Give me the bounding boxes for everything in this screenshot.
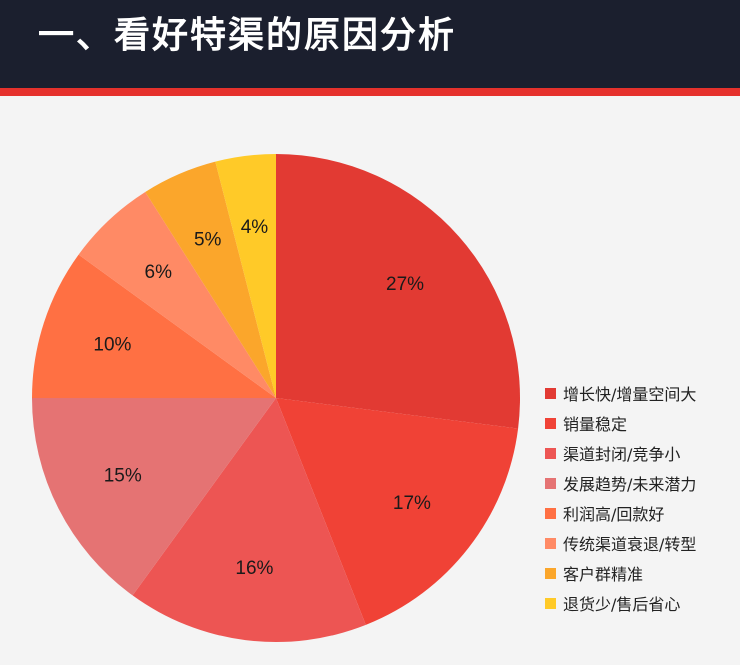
legend-swatch — [545, 417, 556, 429]
slice-value-label: 5% — [194, 230, 222, 251]
legend-label: 增长快/增量空间大 — [563, 385, 697, 404]
legend-swatch — [545, 447, 556, 459]
page-title: 一、看好特渠的原因分析 — [38, 15, 457, 56]
legend-item: 增长快/增量空间大 — [545, 378, 696, 408]
header-bar: 一、看好特渠的原因分析 — [0, 0, 740, 88]
legend-item: 渠道封闭/竞争小 — [545, 438, 696, 468]
slice-value-label: 10% — [93, 334, 131, 355]
slice-value-label: 4% — [241, 217, 269, 238]
slice-value-label: 17% — [393, 493, 431, 514]
legend-swatch — [545, 567, 556, 579]
pie-slice-5 — [32, 254, 276, 398]
legend-item: 销量稳定 — [545, 408, 696, 438]
pie-slice-7 — [145, 161, 276, 398]
legend-swatch — [545, 387, 556, 399]
pie-slice-4 — [32, 398, 276, 596]
slice-value-label: 16% — [235, 558, 273, 579]
pie-chart: 27% 17% 16% 15% 10% 6% 5% 4% — [32, 154, 521, 643]
pie-slice-8 — [215, 154, 276, 398]
pie-slice-2 — [276, 398, 519, 625]
legend-item: 利润高/回款好 — [545, 498, 696, 528]
legend-item: 客户群精准 — [545, 558, 696, 588]
slice-value-label: 15% — [104, 466, 142, 487]
legend-label: 传统渠道衰退/转型 — [563, 535, 697, 554]
pie-slice-3 — [132, 398, 366, 643]
slice-value-label: 6% — [145, 262, 173, 283]
chart-legend: 增长快/增量空间大 销量稳定渠道封闭/竞争小 发展趋势/未来潜力 利润高/回款好传统渠… — [545, 378, 696, 618]
legend-item: 传统渠道衰退/转型 — [545, 528, 696, 558]
legend-label: 利润高/回款好 — [563, 505, 665, 524]
legend-label: 客户群精准 — [563, 565, 644, 584]
legend-item: 退货少/售后省心 — [545, 588, 696, 618]
legend-swatch — [545, 537, 556, 549]
pie-slice-6 — [78, 191, 276, 398]
legend-label: 渠道封闭/竞争小 — [563, 445, 681, 464]
chart-area: 27% 17% 16% 15% 10% 6% 5% 4% 增长快/增量空间大 销量稳定渠道封闭/… — [0, 96, 740, 665]
legend-label: 销量稳定 — [563, 415, 628, 434]
legend-item: 发展趋势/未来潜力 — [545, 468, 696, 498]
legend-swatch — [545, 597, 556, 609]
legend-swatch — [545, 507, 556, 519]
legend-label: 发展趋势/未来潜力 — [563, 475, 697, 494]
header-accent-stripe — [0, 88, 740, 96]
slice-value-label: 27% — [386, 274, 424, 295]
legend-swatch — [545, 477, 556, 489]
legend-label: 退货少/售后省心 — [563, 595, 681, 614]
pie-slice-1 — [276, 154, 521, 429]
